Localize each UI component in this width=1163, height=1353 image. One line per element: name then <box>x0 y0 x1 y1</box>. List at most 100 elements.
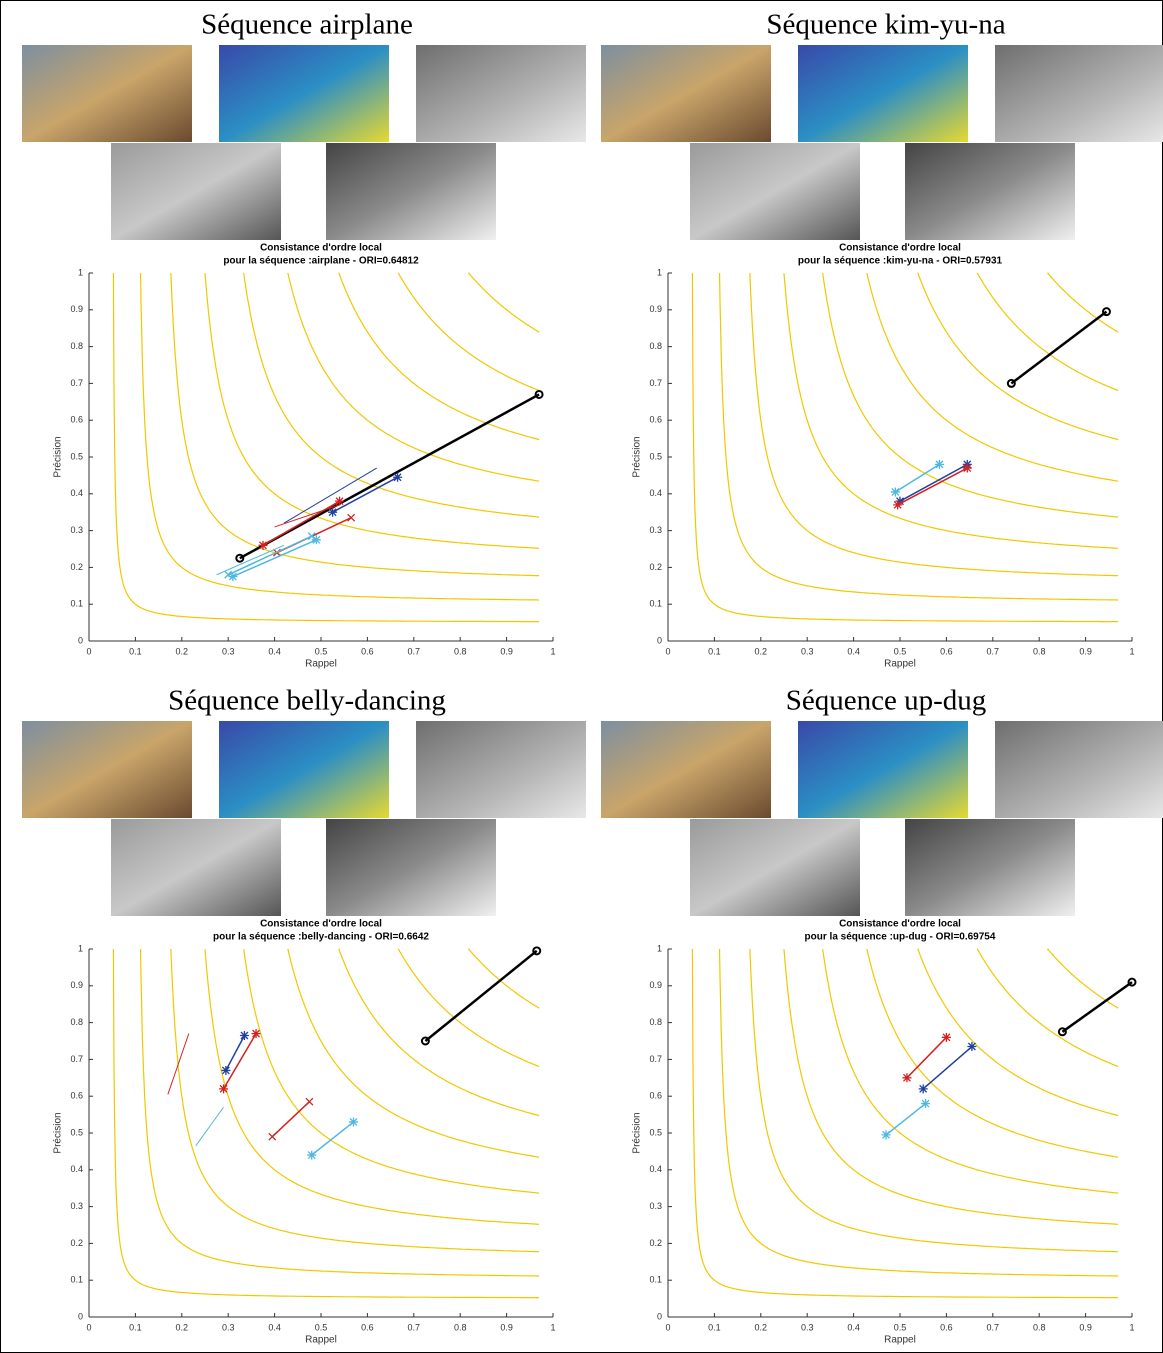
f-contour <box>822 273 1119 518</box>
marker <box>921 1099 931 1109</box>
f-contour <box>338 948 540 1117</box>
y-tick-label: 0.3 <box>649 525 662 535</box>
x-tick-label: 1 <box>1129 1322 1134 1332</box>
series-line <box>922 1045 973 1090</box>
panel: Séquence up-dug Consistance d'ordre local… <box>601 685 1163 1346</box>
x-tick-label: 0.4 <box>268 1322 281 1332</box>
series-line <box>262 500 340 546</box>
y-tick-label: 0.1 <box>70 599 83 609</box>
f-contour <box>468 948 540 1009</box>
f-contour <box>976 272 1119 392</box>
f-contour <box>243 273 540 518</box>
y-tick-label: 0.6 <box>70 1091 83 1101</box>
f-contour <box>917 272 1119 441</box>
thumbnail <box>995 45 1163 142</box>
panel-title: Séquence airplane <box>201 9 413 41</box>
y-tick-label: 1 <box>657 943 662 953</box>
f-contour <box>204 273 540 549</box>
thumbnail <box>219 45 389 142</box>
x-tick-label: 0.5 <box>315 1322 328 1332</box>
x-tick-label: 0.7 <box>987 1322 1000 1332</box>
marker <box>219 1084 229 1094</box>
thumbnail <box>690 819 860 916</box>
series-line <box>283 467 377 524</box>
chart-title: pour la séquence :airplane - ORI=0.64812 <box>223 256 419 267</box>
y-tick-label: 0.5 <box>649 451 662 461</box>
x-tick-label: 0.8 <box>1033 646 1046 656</box>
x-tick-label: 0.5 <box>315 646 328 656</box>
f-contour <box>783 273 1119 549</box>
y-tick-label: 0.9 <box>70 980 83 990</box>
x-tick-label: 0.2 <box>176 646 189 656</box>
y-tick-label: 0.9 <box>649 980 662 990</box>
marker <box>335 496 345 506</box>
series-line <box>332 476 398 513</box>
marker <box>393 472 403 482</box>
x-tick-label: 0.9 <box>500 1322 513 1332</box>
y-tick-label: 0.8 <box>649 341 662 351</box>
marker <box>348 1117 358 1127</box>
x-tick-label: 0.1 <box>129 646 142 656</box>
f-contour <box>204 949 540 1225</box>
series-line <box>167 1033 190 1095</box>
y-tick-label: 0.2 <box>70 562 83 572</box>
x-tick-label: 0.8 <box>454 1322 467 1332</box>
marker <box>890 487 900 497</box>
y-tick-label: 0.3 <box>70 1201 83 1211</box>
x-tick-label: 0.7 <box>408 1322 421 1332</box>
y-tick-label: 1 <box>78 267 83 277</box>
marker <box>268 1132 277 1141</box>
panel-title: Séquence belly-dancing <box>168 685 446 717</box>
thumbnail <box>416 45 586 142</box>
marker <box>239 1030 249 1040</box>
thumbnail <box>690 143 860 240</box>
x-tick-label: 0.4 <box>268 646 281 656</box>
x-tick-label: 0.2 <box>755 1322 768 1332</box>
chart-title: Consistance d'ordre local <box>839 919 961 930</box>
thumbnail <box>601 45 771 142</box>
y-tick-label: 0.5 <box>70 451 83 461</box>
y-tick-label: 0.9 <box>70 304 83 314</box>
y-tick-label: 0.7 <box>70 1054 83 1064</box>
x-tick-label: 0.6 <box>361 646 374 656</box>
x-tick-label: 0.7 <box>408 646 421 656</box>
f-contour <box>397 272 540 392</box>
y-tick-label: 1 <box>657 267 662 277</box>
series-line <box>424 949 538 1042</box>
series-line <box>311 1121 354 1156</box>
series-line <box>1061 981 1133 1033</box>
f-contour <box>691 949 1119 1299</box>
marker <box>534 389 544 399</box>
y-tick-label: 0.8 <box>70 341 83 351</box>
y-axis-label: Précision <box>632 1112 643 1153</box>
marker <box>1101 307 1111 317</box>
chart-title: pour la séquence :up-dug - ORI=0.69754 <box>805 932 996 943</box>
x-tick-label: 0.6 <box>940 646 953 656</box>
f-contour <box>287 272 540 482</box>
y-tick-label: 0.2 <box>70 1238 83 1248</box>
marker <box>251 1029 261 1039</box>
y-axis-label: Précision <box>632 436 643 477</box>
f-contour <box>691 273 1119 623</box>
series-line <box>899 463 968 502</box>
f-contour <box>783 949 1119 1225</box>
f-contour <box>170 949 540 1253</box>
series-line <box>271 1101 310 1138</box>
y-tick-label: 0.1 <box>649 1275 662 1285</box>
y-axis-label: Précision <box>53 436 64 477</box>
y-tick-label: 0.5 <box>70 1127 83 1137</box>
x-tick-label: 0.3 <box>801 1322 814 1332</box>
marker <box>420 1036 430 1046</box>
marker <box>918 1084 928 1094</box>
chart-title: Consistance d'ordre local <box>260 919 382 930</box>
f-contour <box>338 272 540 441</box>
panel-title: Séquence kim-yu-na <box>766 9 1005 41</box>
chart-title: Consistance d'ordre local <box>260 243 382 254</box>
series-line <box>222 1033 257 1090</box>
series-line <box>885 1102 926 1136</box>
marker <box>1006 378 1016 388</box>
thumbnail <box>22 721 192 818</box>
panel-title: Séquence up-dug <box>786 685 987 717</box>
marker <box>258 540 268 550</box>
